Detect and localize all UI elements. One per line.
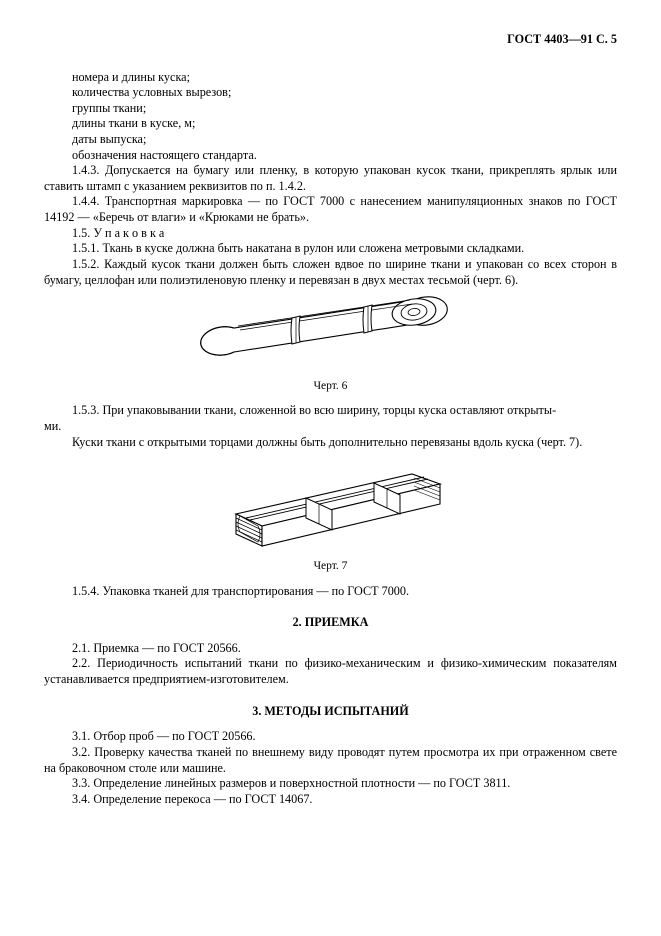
clause-1-5-3b: Куски ткани с открытыми торцами должны б… <box>44 435 617 451</box>
list-line: длины ткани в куске, м; <box>44 116 617 132</box>
section-2-title: 2. ПРИЕМКА <box>44 615 617 631</box>
list-line: номера и длины куска; <box>44 70 617 86</box>
clause-1-5-2: 1.5.2. Каждый кусок ткани должен быть сл… <box>44 257 617 288</box>
clause-3-4: 3.4. Определение перекоса — по ГОСТ 1406… <box>44 792 617 808</box>
clause-1-5-4: 1.5.4. Упаковка тканей для транспортиров… <box>44 584 617 600</box>
figure-7-caption: Черт. 7 <box>44 559 617 574</box>
clause-1-4-4: 1.4.4. Транспортная маркировка — по ГОСТ… <box>44 194 617 225</box>
clause-1-5-label: 1.5. У п а к о в к а <box>44 226 617 242</box>
figure-6-caption: Черт. 6 <box>44 379 617 394</box>
page-header: ГОСТ 4403—91 С. 5 <box>44 32 617 48</box>
list-line: даты выпуска; <box>44 132 617 148</box>
clause-1-5-3-cont: ми. <box>44 419 617 435</box>
section-3-title: 3. МЕТОДЫ ИСПЫТАНИЙ <box>44 704 617 720</box>
clause-1-4-3: 1.4.3. Допускается на бумагу или пленку,… <box>44 163 617 194</box>
clause-1-5-1: 1.5.1. Ткань в куске должна быть накатан… <box>44 241 617 257</box>
clause-3-1: 3.1. Отбор проб — по ГОСТ 20566. <box>44 729 617 745</box>
figure-7 <box>44 456 617 557</box>
list-line: группы ткани; <box>44 101 617 117</box>
clause-2-1: 2.1. Приемка — по ГОСТ 20566. <box>44 641 617 657</box>
figure-6 <box>44 294 617 377</box>
list-line: количества условных вырезов; <box>44 85 617 101</box>
clause-1-5-3: 1.5.3. При упаковывании ткани, сложенной… <box>44 403 617 419</box>
clause-3-2: 3.2. Проверку качества тканей по внешнем… <box>44 745 617 776</box>
list-line: обозначения настоящего стандарта. <box>44 148 617 164</box>
clause-3-3: 3.3. Определение линейных размеров и пов… <box>44 776 617 792</box>
clause-2-2: 2.2. Периодичность испытаний ткани по фи… <box>44 656 617 687</box>
